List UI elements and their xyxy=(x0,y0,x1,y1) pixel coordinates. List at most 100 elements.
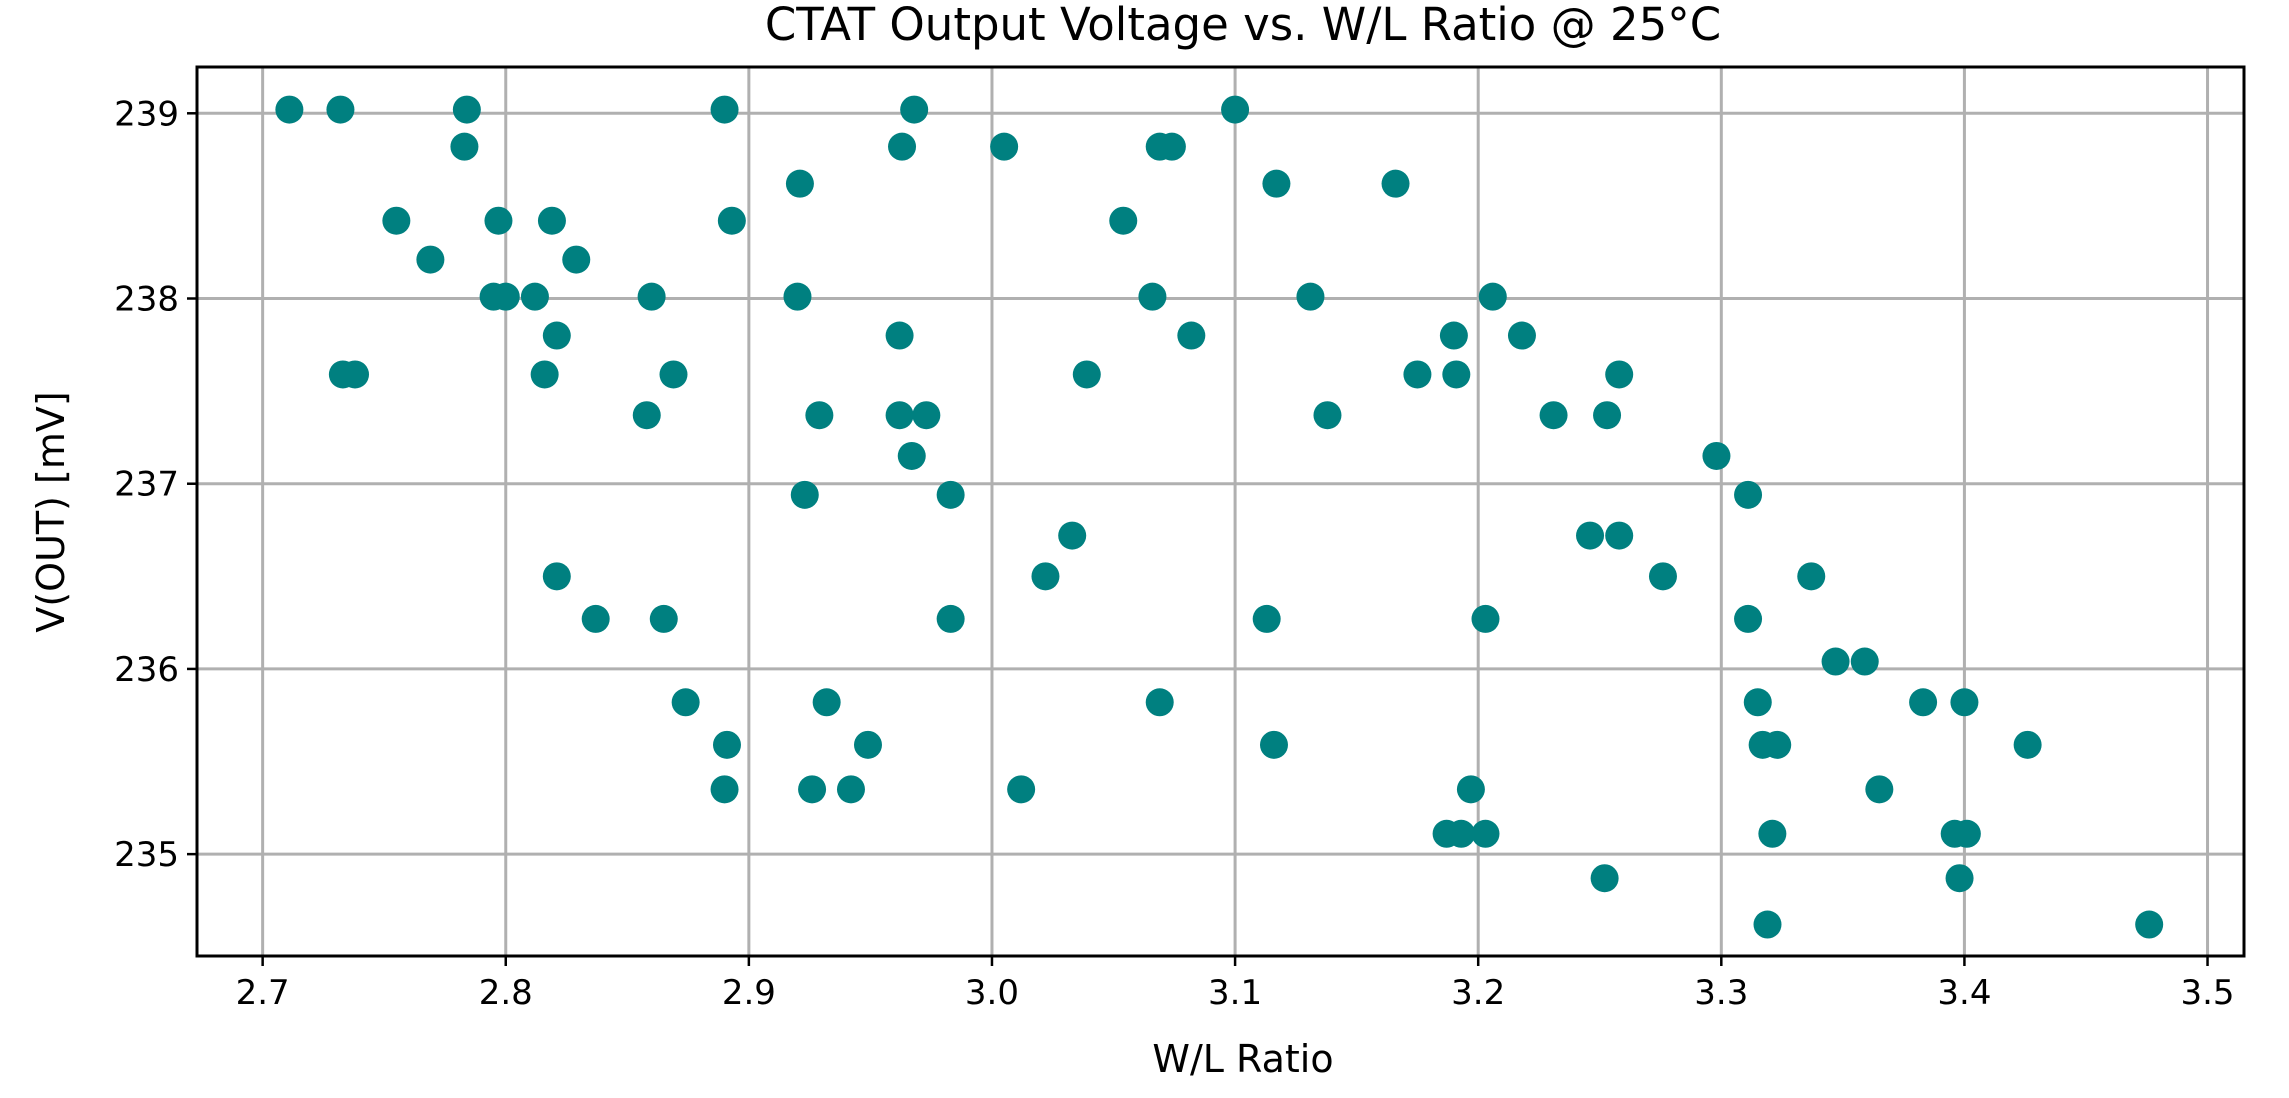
data-point xyxy=(1539,401,1568,430)
data-point xyxy=(275,95,304,124)
data-point xyxy=(912,401,941,430)
x-axis-ticks: 2.7 2.8 2.9 3.0 3.1 3.2 3.3 3.4 3.5 xyxy=(236,956,2235,1013)
data-point xyxy=(2135,910,2164,939)
data-point xyxy=(637,282,666,311)
data-point xyxy=(1262,169,1291,198)
data-point xyxy=(1507,321,1536,350)
x-tick-label: 3.3 xyxy=(1694,973,1748,1013)
data-point xyxy=(805,401,834,430)
data-point xyxy=(1403,360,1432,389)
data-point xyxy=(1909,688,1938,717)
data-point xyxy=(542,321,571,350)
data-point xyxy=(1576,521,1605,550)
data-point xyxy=(416,245,445,274)
data-point xyxy=(812,688,841,717)
data-point xyxy=(341,360,370,389)
data-point xyxy=(484,206,513,235)
data-point xyxy=(888,132,917,161)
data-point xyxy=(790,480,819,509)
data-point xyxy=(1072,360,1101,389)
data-point xyxy=(1821,647,1850,676)
y-tick-label: 235 xyxy=(114,835,179,875)
data-point xyxy=(1259,730,1288,759)
data-point xyxy=(712,730,741,759)
data-point xyxy=(1753,910,1782,939)
data-point xyxy=(326,95,355,124)
data-point xyxy=(1605,360,1634,389)
data-point xyxy=(897,441,926,470)
data-point xyxy=(530,360,559,389)
data-point xyxy=(900,95,929,124)
data-point xyxy=(649,604,678,633)
x-tick-label: 3.2 xyxy=(1451,973,1505,1013)
y-tick-label: 236 xyxy=(114,650,179,690)
y-tick-label: 238 xyxy=(114,280,179,320)
data-point xyxy=(1471,604,1500,633)
data-point xyxy=(1797,562,1826,591)
data-point xyxy=(1138,282,1167,311)
x-tick-label: 2.9 xyxy=(722,973,776,1013)
data-point xyxy=(783,282,812,311)
data-point xyxy=(1007,775,1036,804)
y-axis-ticks: 235 236 237 238 239 xyxy=(114,94,197,875)
data-point xyxy=(1865,775,1894,804)
data-point xyxy=(1109,206,1138,235)
data-point xyxy=(1031,562,1060,591)
data-point xyxy=(1734,604,1763,633)
data-point xyxy=(1605,521,1634,550)
data-point xyxy=(853,730,882,759)
data-point xyxy=(990,132,1019,161)
data-point xyxy=(1456,775,1485,804)
data-point xyxy=(1471,819,1500,848)
grid-lines xyxy=(197,67,2244,956)
x-tick-label: 3.4 xyxy=(1937,973,1991,1013)
data-point xyxy=(659,360,688,389)
data-point xyxy=(936,604,965,633)
data-point xyxy=(1763,730,1792,759)
data-point xyxy=(452,95,481,124)
data-point xyxy=(936,480,965,509)
data-point xyxy=(1950,688,1979,717)
data-point xyxy=(1593,401,1622,430)
x-tick-label: 3.1 xyxy=(1208,973,1262,1013)
x-tick-label: 2.8 xyxy=(479,973,533,1013)
data-point xyxy=(1252,604,1281,633)
data-point xyxy=(1945,864,1974,893)
y-axis-label: V(OUT) [mV] xyxy=(29,391,73,632)
data-point xyxy=(2013,730,2042,759)
data-point xyxy=(1145,688,1174,717)
data-point xyxy=(1952,819,1981,848)
plot-area-frame xyxy=(195,65,2246,958)
data-point xyxy=(562,245,591,274)
data-point xyxy=(1447,819,1476,848)
y-tick-label: 239 xyxy=(114,94,179,134)
data-point xyxy=(717,206,746,235)
data-point xyxy=(1734,480,1763,509)
y-tick-label: 237 xyxy=(114,465,179,505)
x-tick-label: 3.5 xyxy=(2180,973,2234,1013)
data-points xyxy=(275,95,2164,939)
data-point xyxy=(1439,321,1468,350)
data-point xyxy=(671,688,700,717)
x-tick-label: 2.7 xyxy=(236,973,290,1013)
data-point xyxy=(1702,441,1731,470)
x-axis-label: W/L Ratio xyxy=(1152,1037,1333,1081)
data-point xyxy=(836,775,865,804)
x-tick-label: 3.0 xyxy=(965,973,1019,1013)
data-point xyxy=(1058,521,1087,550)
data-point xyxy=(1221,95,1250,124)
data-point xyxy=(581,604,610,633)
data-point xyxy=(520,282,549,311)
data-point xyxy=(885,401,914,430)
data-point xyxy=(1313,401,1342,430)
data-point xyxy=(1743,688,1772,717)
data-point xyxy=(1850,647,1879,676)
chart-title: CTAT Output Voltage vs. W/L Ratio @ 25°C xyxy=(765,0,1721,51)
data-point xyxy=(1296,282,1325,311)
data-point xyxy=(382,206,411,235)
data-point xyxy=(785,169,814,198)
data-point xyxy=(1157,132,1186,161)
data-point xyxy=(885,321,914,350)
